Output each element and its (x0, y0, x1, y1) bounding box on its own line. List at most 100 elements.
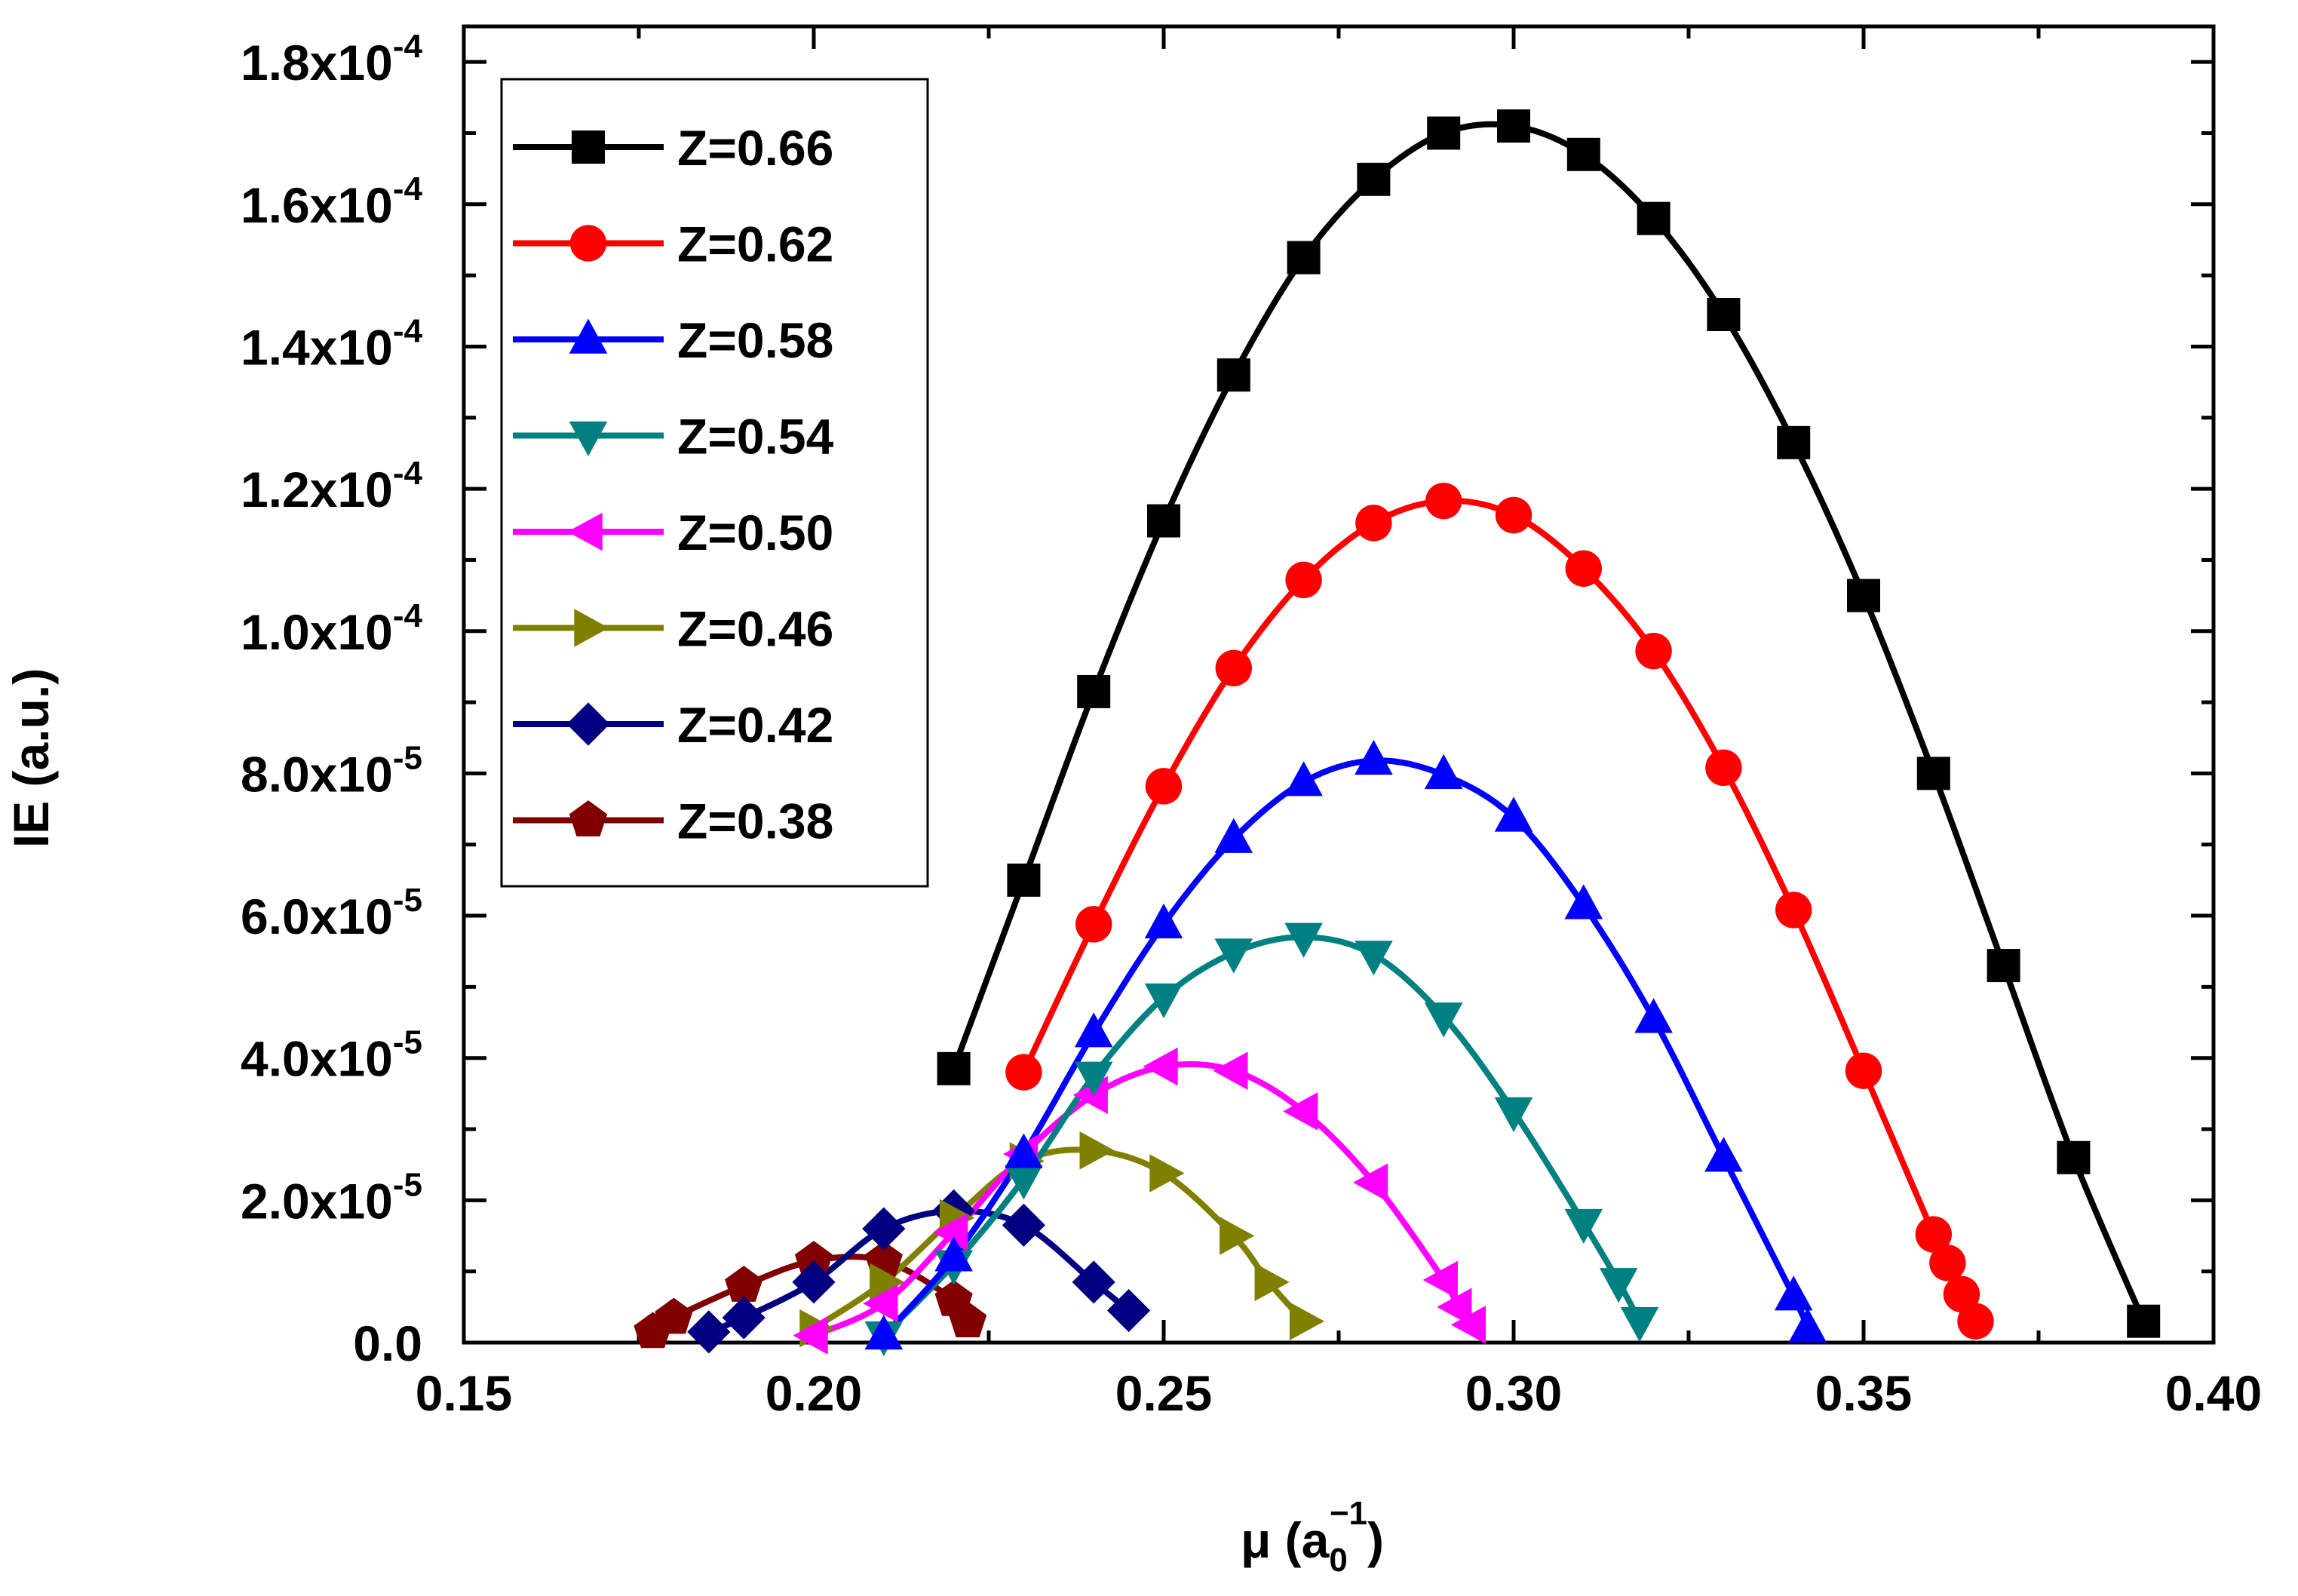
y-tick-label: 1.2x10-4 (241, 455, 423, 517)
legend-label: Z=0.62 (677, 216, 833, 272)
data-point (1427, 116, 1461, 150)
x-tick-label: 0.20 (765, 1365, 862, 1421)
legend-marker (566, 702, 610, 746)
data-point (864, 1315, 904, 1350)
data-point (1915, 1216, 1952, 1253)
data-point (1002, 1203, 1045, 1247)
data-point (870, 1263, 905, 1302)
data-point (1107, 1288, 1151, 1333)
data-point (1845, 1052, 1882, 1089)
legend-label: Z=0.46 (677, 601, 833, 657)
data-point (1450, 1306, 1486, 1344)
data-point (2057, 1140, 2091, 1174)
data-point (1144, 903, 1183, 939)
legend-box (500, 78, 929, 888)
legend-label: Z=0.54 (677, 409, 834, 465)
x-tick-label: 0.25 (1115, 1365, 1212, 1421)
data-point (1216, 358, 1250, 392)
data-point (1564, 884, 1603, 919)
data-point (1599, 1268, 1638, 1303)
y-tick-exponent: -5 (393, 1024, 422, 1061)
x-axis-label-main: μ (a (1241, 1512, 1330, 1568)
y-tick-mantissa: 1.4x10 (241, 319, 393, 375)
x-tick-label: 0.40 (2165, 1365, 2262, 1421)
x-axis-label-sup: −1 (1330, 1495, 1367, 1532)
legend-label: Z=0.42 (677, 697, 833, 753)
y-tick-mantissa: 0.0 (353, 1315, 422, 1371)
data-point (1637, 201, 1671, 235)
data-point (1215, 649, 1253, 687)
data-point (1987, 949, 2020, 983)
y-tick-mantissa: 6.0x10 (241, 889, 393, 944)
y-tick-label: 1.8x10-4 (241, 28, 423, 91)
legend-marker (574, 609, 609, 647)
data-point (1143, 1047, 1178, 1086)
y-tick-label: 1.6x10-4 (241, 170, 423, 233)
data-point (933, 1213, 968, 1252)
data-point (1149, 1154, 1185, 1192)
y-tick-mantissa: 2.0x10 (241, 1173, 393, 1229)
y-tick-label: 4.0x10-5 (241, 1024, 422, 1087)
data-point (725, 1266, 763, 1302)
data-point (655, 1297, 693, 1334)
data-point (1284, 761, 1323, 796)
data-point (1705, 749, 1742, 787)
data-point (1214, 938, 1253, 974)
data-point (1437, 1288, 1472, 1327)
data-point (793, 1316, 828, 1355)
data-point (722, 1296, 765, 1340)
y-axis-label: IE (a.u.) (3, 668, 59, 848)
data-point (1635, 632, 1672, 670)
y-tick-mantissa: 8.0x10 (241, 746, 393, 802)
data-point (1634, 998, 1673, 1033)
data-point (1005, 1133, 1043, 1168)
data-point (2127, 1304, 2161, 1338)
data-point (1620, 1307, 1659, 1343)
data-point (1074, 1012, 1113, 1048)
y-tick-label: 0.0 (353, 1315, 422, 1371)
data-point (792, 1260, 836, 1304)
y-tick-exponent: -4 (393, 312, 423, 349)
data-point (1929, 1245, 1966, 1281)
data-point (1144, 983, 1183, 1019)
data-point (1424, 753, 1463, 789)
data-point (1077, 674, 1111, 708)
y-tick-exponent: -5 (393, 882, 422, 919)
data-point (1425, 482, 1462, 520)
data-point (1777, 425, 1811, 459)
data-point (863, 1284, 898, 1323)
data-point (1564, 1208, 1603, 1245)
data-point (1357, 162, 1391, 196)
y-tick-label: 8.0x10-5 (241, 739, 422, 802)
data-point (1916, 757, 1950, 790)
legend-marker (569, 800, 608, 836)
data-point (1283, 1092, 1318, 1131)
data-point (1147, 504, 1180, 538)
x-axis-label: μ (a0 −1) (1241, 1495, 1384, 1579)
data-point (1775, 892, 1812, 928)
series-line (707, 1208, 1131, 1335)
data-point (1494, 1097, 1533, 1132)
data-point (1495, 496, 1533, 534)
data-point (1774, 1275, 1813, 1311)
x-axis-label-end: ) (1367, 1512, 1384, 1568)
data-point (687, 1310, 731, 1354)
data-point (1788, 1307, 1827, 1343)
data-point (1494, 796, 1533, 832)
y-tick-label: 1.0x10-4 (241, 597, 423, 660)
data-point (1287, 241, 1321, 275)
legend-marker (572, 130, 605, 164)
y-tick-exponent: -4 (393, 455, 423, 492)
data-point (1254, 1263, 1290, 1302)
legend-marker (569, 225, 607, 262)
data-point (1707, 298, 1741, 332)
x-tick-label: 0.15 (416, 1365, 512, 1421)
data-point (1145, 768, 1183, 805)
data-point (794, 1241, 833, 1277)
data-point (1072, 1260, 1115, 1304)
data-point (949, 1301, 987, 1338)
y-tick-exponent: -4 (393, 28, 423, 65)
y-tick-mantissa: 1.0x10 (241, 604, 393, 660)
data-point (937, 1051, 971, 1085)
